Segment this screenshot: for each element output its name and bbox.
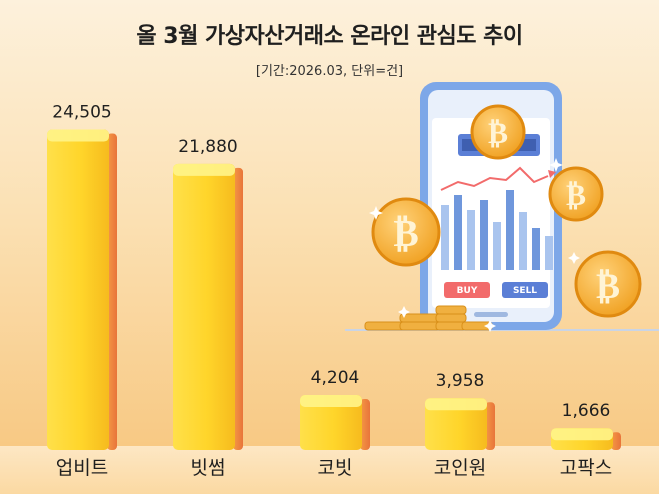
bar bbox=[425, 398, 495, 450]
category-label: 고팍스 bbox=[560, 457, 612, 479]
bar-side bbox=[611, 432, 621, 450]
chart-subtitle: [기간:2026.03, 단위=건] bbox=[255, 64, 404, 79]
data-label: 4,204 bbox=[311, 368, 360, 388]
category-label: 빗썸 bbox=[191, 457, 226, 479]
category-label: 업비트 bbox=[56, 457, 108, 479]
bar bbox=[173, 163, 243, 450]
bar-side bbox=[107, 133, 117, 451]
data-label: 3,958 bbox=[436, 371, 485, 391]
bar-front bbox=[47, 129, 109, 451]
bar bbox=[47, 129, 117, 451]
bar-cap bbox=[173, 163, 235, 176]
data-label: 1,666 bbox=[562, 401, 611, 421]
category-label: 코빗 bbox=[318, 457, 353, 479]
data-label: 24,505 bbox=[52, 103, 111, 123]
bar-front bbox=[173, 163, 235, 450]
bar-front bbox=[425, 398, 487, 450]
bar-side bbox=[233, 167, 243, 450]
bar-front bbox=[300, 395, 362, 450]
data-label: 21,880 bbox=[178, 137, 237, 157]
bar-cap bbox=[425, 398, 487, 411]
category-band bbox=[0, 446, 659, 494]
bar bbox=[551, 428, 621, 450]
bar-side bbox=[360, 399, 370, 450]
bar-cap bbox=[551, 428, 613, 441]
bar bbox=[300, 395, 370, 450]
category-label: 코인원 bbox=[434, 457, 486, 479]
bar-cap bbox=[300, 395, 362, 408]
bar-side bbox=[485, 402, 495, 450]
chart-title: 올 3월 가상자산거래소 온라인 관심도 추이 bbox=[136, 24, 523, 49]
bar-cap bbox=[47, 129, 109, 142]
